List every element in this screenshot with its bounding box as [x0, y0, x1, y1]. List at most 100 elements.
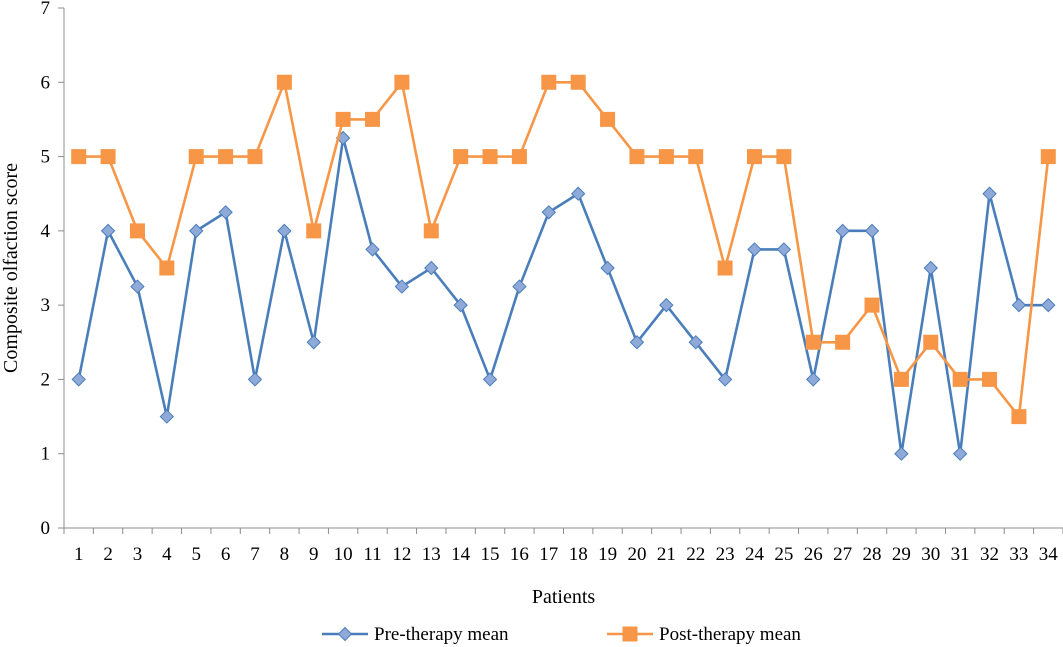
data-point: [306, 335, 321, 350]
legend-label-post-therapy: Post-therapy mean: [659, 624, 801, 645]
data-point: [218, 205, 233, 220]
x-tick-label: 30: [921, 544, 940, 565]
data-point: [717, 260, 733, 276]
data-point: [746, 149, 762, 165]
data-point: [71, 372, 86, 387]
x-tick-label: 9: [309, 544, 319, 565]
data-point: [247, 372, 263, 387]
data-point: [1040, 149, 1056, 165]
data-point: [835, 223, 850, 239]
y-tick-label: 6: [41, 72, 51, 93]
data-point: [512, 279, 527, 294]
data-point: [894, 446, 909, 461]
data-point: [482, 372, 498, 387]
y-tick-label: 3: [41, 295, 51, 316]
data-point: [276, 74, 292, 90]
data-point: [835, 334, 851, 350]
data-point: [629, 149, 645, 165]
data-point: [188, 149, 204, 165]
data-point: [424, 260, 439, 276]
data-point: [159, 409, 175, 424]
data-point: [864, 223, 880, 239]
x-tick-label: 34: [1039, 544, 1059, 565]
data-point: [365, 111, 381, 127]
data-point: [629, 335, 645, 350]
data-point: [247, 149, 263, 165]
x-tick-label: 17: [539, 544, 558, 565]
data-point: [306, 223, 322, 239]
y-tick-label: 5: [41, 147, 51, 168]
x-tick-label: 33: [1009, 544, 1028, 565]
data-point: [453, 149, 469, 165]
x-tick-label: 18: [569, 544, 588, 565]
data-point: [864, 297, 880, 313]
data-point: [570, 74, 586, 90]
data-point: [129, 223, 145, 239]
data-point: [805, 334, 821, 350]
x-tick-label: 11: [363, 544, 381, 565]
x-tick-label: 2: [103, 544, 113, 565]
y-axis-title: Composite olfaction score: [0, 163, 22, 373]
x-tick-label: 32: [980, 544, 999, 565]
x-tick-label: 23: [716, 544, 735, 565]
data-point: [1011, 297, 1027, 313]
x-tick-label: 31: [951, 544, 970, 565]
x-tick-label: 13: [422, 544, 441, 565]
data-point: [923, 334, 939, 350]
legend-item-pre-therapy: Pre-therapy mean: [322, 624, 509, 645]
data-point: [600, 260, 615, 276]
data-point: [335, 111, 351, 127]
data-point: [688, 335, 703, 350]
x-tick-label: 27: [833, 544, 852, 565]
data-point: [218, 149, 234, 165]
data-point: [747, 242, 762, 257]
x-axis-ticks: 1 2 3 4 5 6 7 8 9 10 11 12 13 14 15 16 17 18 19 20 21 22 23 24 2…: [63, 528, 1063, 565]
x-tick-label: 14: [451, 544, 471, 565]
data-point: [541, 205, 557, 220]
data-point: [776, 242, 792, 257]
x-tick-label: 1: [74, 544, 84, 565]
y-tick-label: 7: [41, 0, 51, 19]
x-tick-label: 4: [162, 544, 172, 565]
x-tick-label: 24: [745, 544, 765, 565]
legend-item-post-therapy: Post-therapy mean: [607, 624, 801, 645]
data-point: [1011, 409, 1027, 425]
x-tick-label: 8: [280, 544, 290, 565]
data-point: [806, 372, 821, 387]
data-point: [159, 260, 175, 276]
series-pre-therapy: [71, 130, 1056, 461]
data-point: [394, 74, 410, 90]
x-tick-label: 29: [892, 544, 911, 565]
legend-label-pre-therapy: Pre-therapy mean: [374, 624, 509, 645]
axes: [63, 8, 1063, 529]
data-point: [717, 372, 733, 387]
data-point: [923, 260, 938, 276]
data-point: [277, 223, 292, 239]
data-point: [952, 446, 968, 461]
x-tick-label: 26: [804, 544, 823, 565]
data-point: [658, 149, 674, 165]
data-point: [71, 149, 87, 165]
data-point: [659, 297, 674, 313]
series-line: [77, 136, 1049, 456]
series-layer: [71, 74, 1056, 461]
x-tick-label: 19: [598, 544, 617, 565]
y-tick-label: 1: [41, 444, 51, 465]
series-post-therapy: [71, 74, 1056, 425]
x-tick-label: 12: [392, 544, 411, 565]
data-point: [482, 149, 498, 165]
y-tick-label: 2: [41, 369, 51, 390]
x-tick-label: 21: [657, 544, 676, 565]
data-point: [776, 149, 792, 165]
x-tick-label: 6: [221, 544, 231, 565]
data-point: [100, 149, 116, 165]
data-point: [541, 74, 557, 90]
data-point: [982, 186, 997, 201]
data-point: [189, 223, 204, 239]
data-point: [600, 111, 616, 127]
legend-marker-pre-therapy: [337, 626, 353, 642]
x-tick-label: 28: [863, 544, 882, 565]
series-line: [78, 80, 1050, 418]
x-tick-label: 22: [686, 544, 705, 565]
